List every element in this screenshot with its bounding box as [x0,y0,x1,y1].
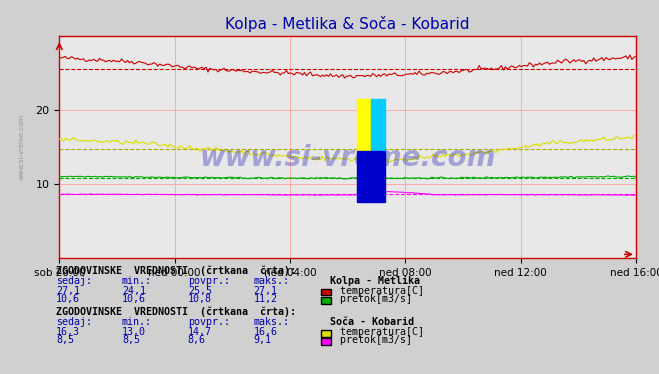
Text: 10,6: 10,6 [56,294,80,304]
Text: 9,1: 9,1 [254,335,272,345]
Text: pretok[m3/s]: pretok[m3/s] [334,335,412,345]
Text: maks.:: maks.: [254,276,290,286]
Text: 10,6: 10,6 [122,294,146,304]
Text: 25,5: 25,5 [188,286,212,295]
Text: 24,1: 24,1 [122,286,146,295]
Text: ZGODOVINSKE  VREDNOSTI  (črtkana  črta):: ZGODOVINSKE VREDNOSTI (črtkana črta): [56,265,296,276]
Text: www.si-vreme.com: www.si-vreme.com [19,114,25,180]
Text: sedaj:: sedaj: [56,276,92,286]
Bar [357,99,371,150]
Text: temperatura[C]: temperatura[C] [334,286,424,295]
Text: 16,6: 16,6 [254,327,277,337]
Title: Kolpa - Metlika & Soča - Kobarid: Kolpa - Metlika & Soča - Kobarid [225,16,470,31]
Text: min.:: min.: [122,318,152,327]
Text: pretok[m3/s]: pretok[m3/s] [334,294,412,304]
Text: povpr.:: povpr.: [188,318,230,327]
Text: sedaj:: sedaj: [56,318,92,327]
Text: 16,3: 16,3 [56,327,80,337]
Text: 10,8: 10,8 [188,294,212,304]
Text: min.:: min.: [122,276,152,286]
Text: 27,1: 27,1 [254,286,277,295]
Bar [357,150,385,202]
Text: 11,2: 11,2 [254,294,277,304]
Text: 8,5: 8,5 [122,335,140,345]
Text: 8,6: 8,6 [188,335,206,345]
Text: ZGODOVINSKE  VREDNOSTI  (črtkana  črta):: ZGODOVINSKE VREDNOSTI (črtkana črta): [56,306,296,317]
Text: Soča - Kobarid: Soča - Kobarid [330,318,413,327]
Bar [371,99,385,150]
Text: povpr.:: povpr.: [188,276,230,286]
Text: www.si-vreme.com: www.si-vreme.com [200,144,496,172]
Text: 27,1: 27,1 [56,286,80,295]
Text: temperatura[C]: temperatura[C] [334,327,424,337]
Text: 14,7: 14,7 [188,327,212,337]
Text: 8,5: 8,5 [56,335,74,345]
Text: maks.:: maks.: [254,318,290,327]
Text: Kolpa - Metlika: Kolpa - Metlika [330,276,420,286]
Text: 13,0: 13,0 [122,327,146,337]
